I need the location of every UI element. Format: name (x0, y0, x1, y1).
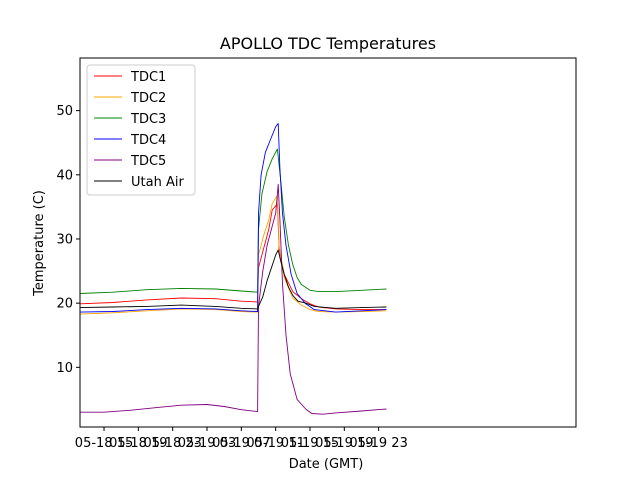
x-tick-label: 05-19 03 (178, 436, 236, 451)
x-tick-label: 05-19 11 (246, 436, 304, 451)
series-line-tdc3 (79, 148, 387, 294)
x-tick-label: 05-18 23 (143, 436, 201, 451)
y-tick-label: 20 (56, 297, 73, 312)
series-line-tdc1 (79, 203, 387, 311)
x-tick-label: 05-19 23 (349, 436, 407, 451)
y-tick-label: 10 (56, 361, 73, 376)
y-tick-label: 30 (56, 232, 73, 247)
series-line-tdc2 (79, 194, 387, 315)
legend-label: TDC2 (130, 91, 166, 106)
series-line-tdc4 (79, 123, 387, 313)
y-axis: 10 20 30 40 50 (56, 104, 80, 376)
x-tick-label: 05-18 15 (75, 436, 133, 451)
legend-label: TDC1 (130, 70, 166, 85)
x-tick-label: 05-18 19 (109, 436, 167, 451)
legend-label: Utah Air (131, 175, 184, 190)
series-layer (79, 123, 387, 415)
series-line-utah-air (79, 249, 387, 310)
y-axis-label: Temperature (C) (32, 190, 47, 297)
x-tick-label: 05-19 07 (212, 436, 270, 451)
legend-label: TDC4 (130, 133, 166, 148)
x-tick-label: 05-19 15 (281, 436, 339, 451)
series-line-tdc5 (80, 183, 387, 415)
chart-title: APOLLO TDC Temperatures (220, 34, 436, 53)
x-tick-label: 05-19 19 (315, 436, 373, 451)
y-tick-label: 50 (56, 104, 73, 119)
x-axis-label: Date (GMT) (289, 457, 364, 472)
y-tick-label: 40 (56, 168, 73, 183)
legend-label: TDC3 (130, 112, 166, 127)
legend-label: TDC5 (130, 154, 166, 169)
legend: TDC1 TDC2 TDC3 TDC4 TDC5 Utah Air (86, 64, 196, 196)
plot-frame (79, 57, 577, 428)
